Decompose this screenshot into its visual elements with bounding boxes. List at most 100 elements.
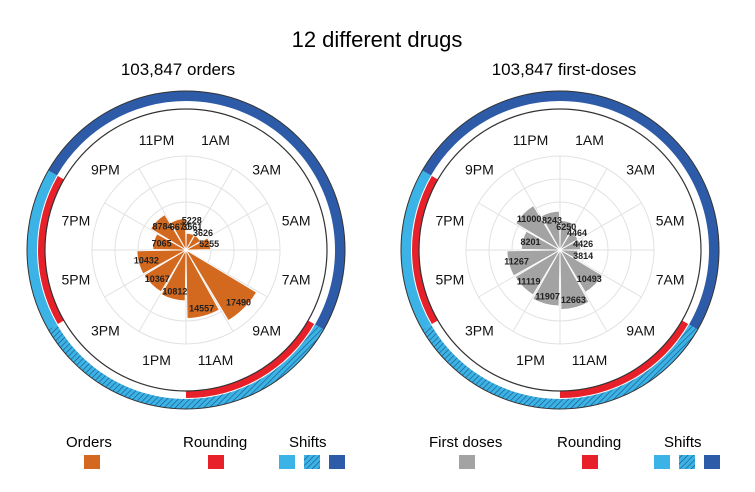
- first-doses-bar-7AM: [559, 249, 579, 260]
- orders-bar-7PM: [152, 233, 187, 251]
- first-doses-value-label-5AM: 4426: [573, 239, 593, 249]
- first-doses-bar-3AM: [559, 231, 579, 251]
- first-doses-hour-label-3AM: 3AM: [626, 161, 655, 177]
- first-doses-bar-5AM: [559, 239, 582, 251]
- first-doses-shift-arc-light: [401, 170, 431, 330]
- first-doses-value-label-11PM: 8243: [542, 215, 562, 225]
- first-doses-value-label-9AM: 10493: [577, 274, 602, 284]
- orders-bar-1AM: [185, 232, 195, 251]
- orders-extra-value-label-0: 5228: [182, 216, 202, 226]
- orders-bar-9AM: [185, 249, 258, 322]
- orders-hour-label-3AM: 3AM: [252, 161, 281, 177]
- orders-bar-1PM: [160, 249, 187, 302]
- first-doses-bar-7PM: [521, 230, 561, 251]
- orders-bar-9PM: [150, 214, 187, 251]
- first-doses-value-label-1PM: 11907: [535, 291, 560, 301]
- legend-shifts-label-right: Shifts: [664, 434, 702, 451]
- first-doses-shift-arc-hatched: [422, 324, 698, 409]
- orders-hour-label-3PM: 3PM: [91, 323, 120, 339]
- first-doses-inner-ring: [418, 108, 702, 392]
- first-doses-value-label-3AM: 4464: [567, 228, 587, 238]
- orders-value-label-9AM: 17490: [226, 297, 251, 307]
- legend-first-doses-swatch: [459, 455, 475, 469]
- orders-value-label-7PM: 7065: [152, 238, 172, 248]
- first-doses-hour-label-9PM: 9PM: [465, 161, 494, 177]
- figure-title: 12 different drugs: [292, 27, 463, 52]
- orders-rounding-band-1: [38, 176, 64, 324]
- legend-rounding-label-right: Rounding: [557, 434, 621, 451]
- orders-inner-ring: [44, 108, 328, 392]
- first-doses-value-label-7AM: 3814: [573, 251, 593, 261]
- first-doses-hour-label-3PM: 3PM: [465, 323, 494, 339]
- orders-hour-label-5PM: 5PM: [61, 272, 90, 288]
- first-doses-value-label-11AM: 12663: [561, 295, 586, 305]
- orders-value-label-9PM: 8784: [152, 221, 172, 231]
- first-doses-bar-5PM: [506, 249, 561, 277]
- orders-bar-5PM: [136, 249, 187, 275]
- orders-bar-3AM: [185, 234, 202, 251]
- orders-hour-label-1AM: 1AM: [201, 132, 230, 148]
- legend-rounding-swatch-right: [582, 455, 598, 469]
- first-doses-value-label-3PM: 11119: [517, 276, 541, 286]
- first-doses-value-label-1AM: 6250: [556, 222, 576, 232]
- orders-shift-arc-light: [27, 170, 57, 330]
- orders-value-label-3PM: 10367: [145, 274, 170, 284]
- orders-hour-label-7PM: 7PM: [61, 212, 90, 228]
- orders-chart-subtitle: 103,847 orders: [121, 60, 235, 79]
- first-doses-bar-9AM: [559, 249, 603, 293]
- first-doses-bar-9PM: [515, 205, 561, 251]
- first-doses-bar-11PM: [540, 210, 561, 251]
- orders-shift-arc-dark-a: [48, 91, 187, 176]
- first-doses-outer-ring: [400, 90, 720, 410]
- first-doses-bar-3PM: [514, 249, 561, 296]
- orders-shift-arc-hatched: [48, 324, 324, 409]
- first-doses-hour-label-5AM: 5AM: [656, 212, 685, 228]
- orders-value-label-3AM: 3626: [193, 228, 213, 238]
- first-doses-shift-arc-dark-a: [422, 91, 560, 176]
- legend-first-doses-label: First doses: [429, 434, 502, 451]
- first-doses-rounding-band-0: [560, 320, 689, 398]
- first-doses-value-label-5PM: 11267: [504, 257, 529, 267]
- legend-shift-swatch-2-left: [304, 455, 320, 469]
- first-doses-shift-arc-dark-b: [560, 91, 720, 330]
- first-doses-hour-label-7AM: 7AM: [656, 272, 685, 288]
- first-doses-value-label-9PM: 11000: [517, 214, 542, 224]
- first-doses-hour-label-11PM: 11PM: [513, 132, 549, 148]
- first-doses-hour-label-1AM: 1AM: [575, 132, 604, 148]
- legend-shift-swatch-1-left: [279, 455, 295, 469]
- orders-hour-label-7AM: 7AM: [282, 272, 311, 288]
- orders-value-label-5AM: 5255: [199, 239, 219, 249]
- orders-hour-label-5AM: 5AM: [282, 212, 311, 228]
- legend-rounding-swatch-left: [208, 455, 224, 469]
- legend-orders-label: Orders: [66, 434, 112, 451]
- first-doses-hour-label-7PM: 7PM: [435, 212, 464, 228]
- first-doses-bar-1PM: [532, 249, 561, 307]
- legend-shifts-label-left: Shifts: [289, 434, 327, 451]
- first-doses-chart-subtitle: 103,847 first-doses: [492, 60, 637, 79]
- orders-value-label-11AM: 14557: [189, 303, 214, 313]
- orders-hour-label-1PM: 1PM: [142, 352, 171, 368]
- first-doses-value-label-7PM: 8201: [520, 237, 540, 247]
- first-doses-hour-label-5PM: 5PM: [435, 272, 464, 288]
- orders-bar-11AM: [185, 249, 220, 319]
- orders-hour-label-11PM: 11PM: [139, 132, 175, 148]
- legend-shift-swatch-2-right: [679, 455, 695, 469]
- orders-value-label-1AM: 3561: [182, 222, 202, 232]
- orders-hour-label-11AM: 11AM: [198, 352, 234, 368]
- legend: Orders Rounding Shifts First doses Round…: [66, 434, 720, 469]
- first-doses-hour-label-9AM: 9AM: [626, 323, 655, 339]
- orders-value-label-1PM: 10812: [162, 286, 187, 296]
- orders-hour-label-9PM: 9PM: [91, 161, 120, 177]
- orders-value-label-11PM: 6670: [170, 222, 190, 232]
- orders-hour-label-9AM: 9AM: [252, 323, 281, 339]
- orders-value-label-5PM: 10432: [134, 256, 159, 266]
- legend-shift-swatch-3-left: [329, 455, 345, 469]
- first-doses-bar-11AM: [559, 249, 590, 310]
- orders-bar-11PM: [170, 218, 187, 251]
- orders-bar-5AM: [185, 237, 212, 251]
- first-doses-hour-label-1PM: 1PM: [516, 352, 545, 368]
- legend-shift-swatch-1-right: [654, 455, 670, 469]
